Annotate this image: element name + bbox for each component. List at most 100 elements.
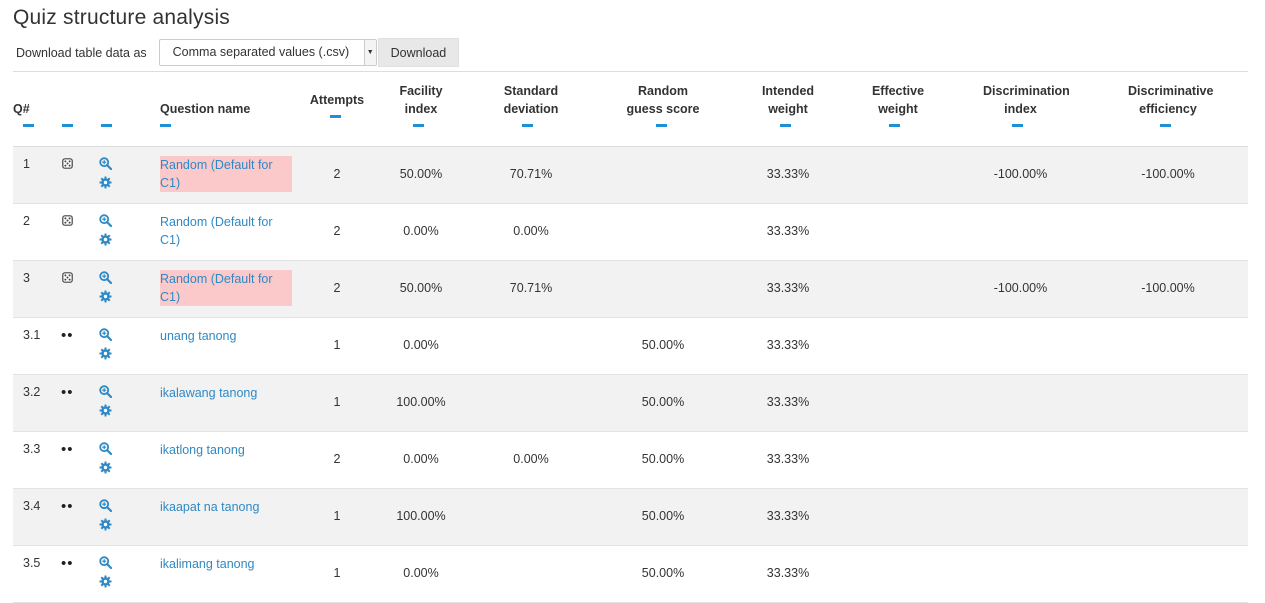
h-question-name-label: Question name [160, 102, 251, 116]
cell-efficiency: -100.00% [1141, 167, 1195, 181]
sort-indicator-icon[interactable] [23, 124, 34, 127]
h-effective-weight[interactable]: Effective weight [848, 72, 948, 146]
cell-facility: 100.00% [396, 395, 446, 409]
cell-attempts: 1 [333, 338, 341, 352]
cell-random: 50.00% [641, 452, 685, 466]
sort-indicator-icon[interactable] [522, 124, 533, 127]
gear-icon[interactable] [99, 233, 115, 246]
question-name-link[interactable]: ikaapat na tanong [160, 500, 260, 514]
question-name-link[interactable]: ikalawang tanong [160, 386, 258, 400]
download-format-select[interactable]: Comma separated values (.csv) ▼ [158, 39, 377, 66]
random-question-icon [62, 271, 73, 286]
cell-intended: 33.33% [766, 281, 810, 295]
h-type[interactable] [53, 72, 93, 146]
h-discrimination-index[interactable]: Discrimination index [963, 72, 1078, 146]
table-row: 3 Random (Default for C1) 2 50.00% 70.71% 33.… [13, 261, 1248, 318]
h-facility-index[interactable]: Facility index [371, 72, 471, 146]
cell-random: 50.00% [641, 338, 685, 352]
cell-facility: 100.00% [396, 509, 446, 523]
cell-discrimination: -100.00% [993, 167, 1048, 181]
question-name-link[interactable]: Random (Default for C1) [160, 270, 292, 306]
cell-efficiency: -100.00% [1141, 281, 1195, 295]
sort-indicator-icon[interactable] [780, 124, 791, 127]
gear-icon[interactable] [99, 290, 115, 303]
question-name-link[interactable]: unang tanong [160, 329, 237, 343]
sort-indicator-icon[interactable] [889, 124, 900, 127]
gear-icon[interactable] [99, 518, 115, 531]
table-row: 3.5 •• ikalimang tanong 1 0.00% 50.00% 33.33% [13, 546, 1248, 603]
h-qnum[interactable]: Q# [13, 72, 53, 146]
h-standard-deviation[interactable]: Standard deviation [476, 72, 586, 146]
zoom-icon[interactable] [99, 157, 115, 170]
cell-facility: 0.00% [403, 224, 439, 238]
download-label: Download table data as [16, 45, 147, 60]
download-format-value: Comma separated values (.csv) [172, 45, 350, 59]
gear-icon[interactable] [99, 176, 115, 189]
cell-intended: 33.33% [766, 395, 810, 409]
page-title: Quiz structure analysis [13, 6, 231, 29]
question-number: 3.2 [23, 385, 41, 399]
h-intended-weight-label: Intended weight [761, 84, 815, 116]
zoom-icon[interactable] [99, 214, 115, 227]
question-number: 3.4 [23, 499, 41, 513]
question-number: 3.5 [23, 556, 41, 570]
h-random-guess-score[interactable]: Random guess score [603, 72, 723, 146]
h-actions[interactable] [93, 72, 153, 146]
sort-indicator-icon[interactable] [101, 124, 112, 127]
cell-sd: 0.00% [513, 224, 549, 238]
gear-icon[interactable] [99, 461, 115, 474]
cell-random: 50.00% [641, 509, 685, 523]
question-name-link[interactable]: ikalimang tanong [160, 557, 255, 571]
sort-indicator-icon[interactable] [656, 124, 667, 127]
sort-indicator-icon[interactable] [1160, 124, 1171, 127]
h-discriminative-efficiency-label: Discriminative efficiency [1128, 84, 1214, 116]
table-body: 1 Random (Default for C1) 2 50.00% 70.71% 33.… [13, 147, 1248, 603]
cell-attempts: 1 [333, 566, 341, 580]
cell-facility: 50.00% [399, 167, 443, 181]
h-intended-weight[interactable]: Intended weight [738, 72, 838, 146]
gear-icon[interactable] [99, 575, 115, 588]
sort-indicator-icon[interactable] [1012, 124, 1023, 127]
table-row: 3.2 •• ikalawang tanong 1 100.00% 50.00% 33.33… [13, 375, 1248, 432]
table-row: 2 Random (Default for C1) 2 0.00% 0.00% 33.33… [13, 204, 1248, 261]
cell-attempts: 2 [333, 167, 341, 181]
question-name-link[interactable]: Random (Default for C1) [160, 215, 273, 247]
gear-icon[interactable] [99, 404, 115, 417]
cell-random: 50.00% [641, 395, 685, 409]
multichoice-icon: •• [61, 498, 74, 515]
sort-indicator-icon[interactable] [62, 124, 73, 127]
cell-intended: 33.33% [766, 224, 810, 238]
zoom-icon[interactable] [99, 271, 115, 284]
h-effective-weight-label: Effective weight [871, 84, 925, 116]
zoom-icon[interactable] [99, 328, 115, 341]
cell-facility: 0.00% [403, 452, 439, 466]
h-attempts[interactable]: Attempts [303, 72, 371, 146]
cell-sd: 70.71% [509, 281, 553, 295]
sort-indicator-icon[interactable] [413, 124, 424, 127]
cell-facility: 50.00% [399, 281, 443, 295]
h-standard-deviation-label: Standard deviation [503, 84, 559, 116]
table-row: 3.3 •• ikatlong tanong 2 0.00% 0.00% 50.00% 33.… [13, 432, 1248, 489]
cell-attempts: 1 [333, 395, 341, 409]
table-row: 3.1 •• unang tanong 1 0.00% 50.00% 33.33% [13, 318, 1248, 375]
h-discrimination-index-label: Discrimination index [983, 84, 1070, 116]
multichoice-icon: •• [61, 441, 74, 458]
zoom-icon[interactable] [99, 499, 115, 512]
zoom-icon[interactable] [99, 442, 115, 455]
cell-intended: 33.33% [766, 167, 810, 181]
gear-icon[interactable] [99, 347, 115, 360]
sort-indicator-icon[interactable] [330, 115, 341, 118]
h-discriminative-efficiency[interactable]: Discriminative efficiency [1108, 72, 1228, 146]
question-name-link[interactable]: ikatlong tanong [160, 443, 245, 457]
cell-intended: 33.33% [766, 452, 810, 466]
cell-attempts: 2 [333, 224, 341, 238]
zoom-icon[interactable] [99, 385, 115, 398]
zoom-icon[interactable] [99, 556, 115, 569]
download-button[interactable]: Download [377, 38, 460, 67]
random-question-icon [62, 214, 73, 229]
sort-indicator-icon[interactable] [160, 124, 171, 127]
table-header: Q# Question name Attempts Facility index Sta… [13, 72, 1248, 147]
random-question-icon [62, 157, 73, 172]
question-name-link[interactable]: Random (Default for C1) [160, 156, 292, 192]
h-question-name[interactable]: Question name [160, 72, 310, 146]
